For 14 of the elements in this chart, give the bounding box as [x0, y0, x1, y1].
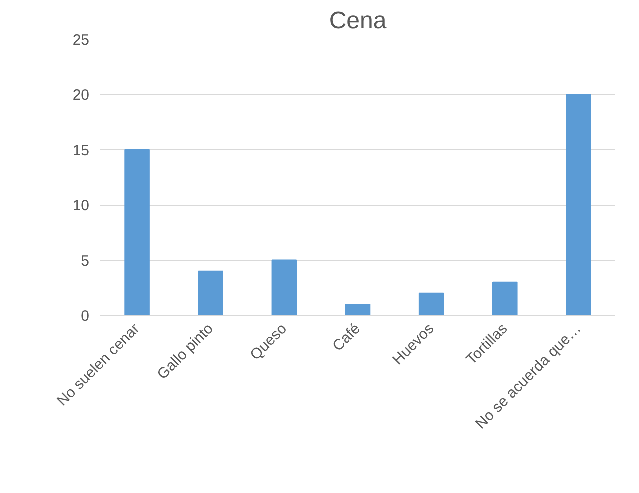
bar: [198, 270, 224, 316]
bar: [566, 94, 592, 316]
y-tick-label: 5: [81, 252, 90, 270]
y-tick-label: 25: [72, 32, 90, 49]
bar: [272, 260, 298, 316]
y-tick-label: 0: [81, 308, 90, 325]
bar: [418, 292, 444, 316]
bar: [345, 304, 371, 316]
y-tick-label: 20: [72, 87, 90, 104]
y-tick-label: 15: [72, 142, 90, 160]
chart-title: Cena: [329, 8, 388, 34]
y-tick-label: 10: [72, 198, 90, 215]
bar: [492, 282, 518, 316]
bar: [124, 149, 150, 316]
